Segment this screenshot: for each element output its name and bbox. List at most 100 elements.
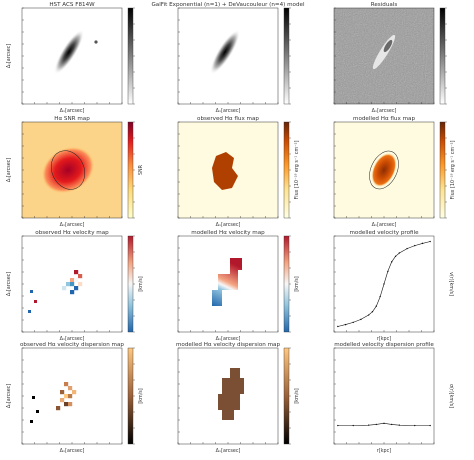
panel-title: observed Hα flux map — [197, 116, 259, 122]
dispersion-pixel — [68, 386, 73, 391]
velocity-pixel — [34, 300, 37, 303]
profile-point — [375, 423, 378, 426]
profile-point — [360, 318, 362, 321]
colorbar — [127, 121, 134, 219]
dispersion-pixel — [32, 396, 35, 399]
colorbar — [283, 235, 290, 333]
profile-point — [394, 255, 397, 258]
profile-point — [390, 261, 393, 263]
galaxy-image — [209, 29, 241, 75]
profile-point — [390, 423, 393, 426]
velocity-pixel — [30, 290, 33, 293]
profile-point — [383, 422, 385, 425]
x-axis-label: Δₓ[arcsec] — [60, 108, 85, 114]
panel-title: modelled velocity dispersion profile — [334, 342, 434, 348]
x-axis-label: Δₓ[arcsec] — [372, 222, 397, 228]
profile-point — [414, 424, 416, 427]
velocity-pixel — [28, 310, 31, 313]
panel-title: observed Hα velocity map — [35, 230, 109, 236]
panel-title: GalFit Exponential (n=1) + DeVaucouleur … — [151, 2, 304, 8]
panel-galfit: GalFit Exponential (n=1) + DeVaucouleur … — [151, 2, 304, 114]
profile-point — [337, 325, 339, 328]
dispersion-image — [218, 368, 244, 420]
velocity-pixel — [70, 278, 75, 283]
x-axis-label: Δₓ[arcsec] — [216, 108, 241, 114]
colorbar — [127, 235, 134, 333]
profile-point — [367, 314, 370, 316]
velocity-pixel — [78, 274, 83, 279]
y-axis-label: Δᵧ[arcsec] — [6, 44, 12, 68]
panel-mod_vel: modelled Hα velocity map Δₓ[arcsec] [km/s] — [177, 230, 300, 342]
panel-title: Hα SNR map — [54, 116, 90, 122]
dispersion-pixel — [36, 410, 39, 413]
x-axis-label: Δₓ[arcsec] — [60, 336, 85, 342]
flux-image — [371, 153, 397, 187]
dispersion-pixel — [30, 420, 33, 423]
velocity-pixel — [66, 282, 71, 287]
colorbar — [283, 7, 290, 105]
dispersion-pixel — [56, 406, 61, 411]
y-axis-label: Δᵧ[arcsec] — [6, 384, 12, 408]
panel-image — [209, 29, 241, 75]
panel-disp_profile: modelled velocity dispersion profile r[kp… — [333, 342, 454, 454]
velocity-pixel — [70, 290, 75, 295]
velocity-pixel — [78, 282, 83, 287]
dispersion-pixel — [60, 390, 65, 395]
panel-title: modelled Hα velocity dispersion map — [176, 342, 280, 348]
panel-image — [53, 29, 98, 75]
y-axis-label: Δᵧ[arcsec] — [6, 158, 12, 182]
velocity-pixel — [70, 282, 75, 287]
colorbar — [439, 121, 446, 219]
colorbar-label: SNR — [138, 164, 144, 175]
profile-point — [398, 424, 401, 426]
profile-point — [344, 323, 347, 326]
panel-image — [334, 8, 434, 104]
profile-point — [406, 247, 408, 250]
snr-image — [41, 146, 95, 194]
colorbar-label: [km/s] — [138, 388, 144, 403]
profile-point — [387, 270, 389, 273]
panel-title: observed Hα velocity dispersion map — [20, 342, 124, 348]
dispersion-pixel — [64, 382, 69, 387]
profile-point — [398, 252, 401, 254]
y-axis-label: σ(r)[km/s] — [448, 384, 454, 408]
panel-image — [337, 240, 431, 328]
panel-residuals: Residuals Δₓ[arcsec] — [333, 2, 447, 114]
x-axis-label: Δₓ[arcsec] — [216, 336, 241, 342]
profile-point — [375, 305, 378, 307]
panel-snr: Hα SNR map Δₓ[arcsec] Δᵧ[arcsec] SNR — [6, 116, 144, 228]
x-axis-label: Δₓ[arcsec] — [216, 222, 241, 228]
panel-obs_vel: observed Hα velocity map Δₓ[arcsec] Δᵧ[arc… — [6, 230, 144, 342]
plot-area — [334, 348, 434, 444]
panel-image — [41, 146, 95, 194]
dispersion-pixel — [64, 394, 69, 399]
galaxy-image — [53, 29, 85, 75]
x-axis-label: Δₓ[arcsec] — [216, 448, 241, 454]
velocity-image — [212, 258, 242, 306]
dispersion-pixel — [64, 402, 69, 407]
panel-title: HST ACS F814W — [49, 2, 95, 8]
panel-image — [28, 270, 83, 313]
flux-image — [212, 152, 238, 190]
panel-image — [218, 368, 244, 420]
profile-point — [371, 310, 374, 313]
profile-point — [383, 283, 385, 285]
panel-title: Residuals — [371, 2, 398, 8]
colorbar-label: Flux [10⁻¹⁸ erg s⁻¹ cm⁻²] — [294, 140, 300, 199]
dispersion-pixel — [68, 394, 73, 399]
panel-title: modelled Hα velocity map — [191, 230, 265, 236]
colorbar — [283, 121, 290, 219]
dispersion-pixel — [60, 398, 65, 403]
panel-image — [212, 258, 242, 306]
x-axis-label: Δₓ[arcsec] — [60, 448, 85, 454]
profile-point — [352, 424, 354, 427]
panel-image — [30, 382, 77, 423]
source-mark — [94, 40, 98, 44]
x-axis-label: r[kpc] — [377, 448, 391, 454]
colorbar — [127, 7, 134, 105]
profile-point — [429, 240, 431, 243]
dispersion-pixel — [68, 402, 73, 407]
velocity-pixel — [74, 278, 79, 283]
panel-mod_flux: modelled Hα flux map Δₓ[arcsec] Flux [10⁻¹… — [333, 116, 456, 228]
